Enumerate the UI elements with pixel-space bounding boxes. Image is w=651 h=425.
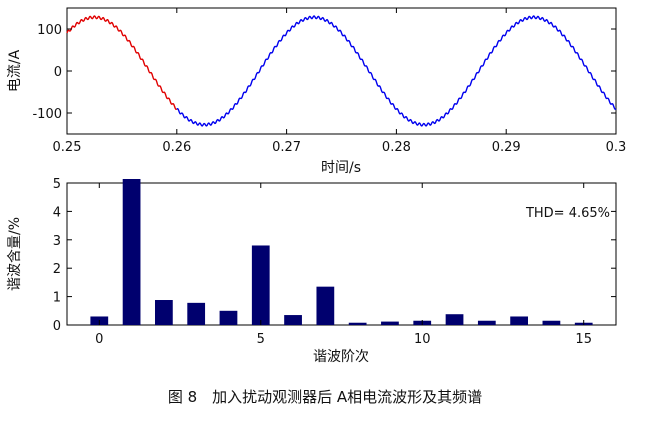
- harmonic-bar: [187, 302, 206, 325]
- harmonic-bar: [316, 286, 335, 325]
- spectrum-y-tick-label: 5: [53, 177, 61, 192]
- waveform-chart: 0.25 0.26 0.27 0.28 0.29 0.3 -100 0 100 时间/s 电流…: [7, 7, 627, 176]
- waveform-x-tick-label: 0.25: [53, 140, 82, 155]
- spectrum-x-tick-label: 0: [95, 332, 103, 347]
- harmonic-bar: [477, 320, 496, 325]
- harmonic-bar: [284, 315, 302, 325]
- harmonic-bar: [445, 314, 464, 325]
- waveform-y-ticks: -100 0 100: [32, 23, 616, 122]
- waveform-series-red: [66, 15, 178, 111]
- waveform-plot-frame: [66, 7, 617, 135]
- harmonic-bar: [219, 310, 238, 325]
- spectrum-y-tick-label: 4: [53, 205, 61, 220]
- waveform-y-axis-label: 电流/A: [7, 49, 23, 92]
- waveform-y-tick-label: 0: [54, 65, 62, 80]
- spectrum-y-tick-label: 1: [53, 291, 61, 306]
- spectrum-y-tick-label: 0: [53, 319, 61, 334]
- waveform-x-tick-label: 0.29: [492, 140, 521, 155]
- spectrum-x-ticks: 0 5 10 15: [95, 183, 592, 347]
- spectrum-bars: [90, 179, 593, 325]
- thd-annotation: THD= 4.65%: [525, 206, 610, 221]
- spectrum-y-tick-label: 3: [53, 234, 61, 249]
- spectrum-y-tick-label: 2: [53, 262, 61, 277]
- figure-caption: 图 8 加入扰动观测器后 A相电流波形及其频谱: [168, 388, 482, 406]
- waveform-lines: [66, 15, 617, 127]
- harmonic-bar: [251, 245, 270, 325]
- spectrum-x-axis-label: 谐波阶次: [313, 349, 369, 365]
- harmonic-bar: [510, 316, 528, 325]
- spectrum-x-tick-label: 15: [575, 332, 592, 347]
- waveform-x-tick-label: 0.3: [606, 140, 627, 155]
- waveform-series-blue: [176, 15, 617, 127]
- spectrum-plot-frame: [66, 182, 617, 326]
- waveform-x-ticks: 0.25 0.26 0.27 0.28 0.29 0.3: [53, 8, 627, 155]
- waveform-x-tick-label: 0.28: [382, 140, 411, 155]
- spectrum-y-axis-label: 谐波含量/%: [7, 217, 23, 291]
- waveform-y-tick-label: 100: [37, 23, 62, 38]
- spectrum-x-tick-label: 10: [414, 332, 431, 347]
- spectrum-y-ticks: 0 1 2 3 4 5: [53, 177, 616, 334]
- harmonic-bar: [381, 321, 399, 325]
- spectrum-x-tick-label: 5: [257, 332, 265, 347]
- waveform-x-tick-label: 0.27: [272, 140, 301, 155]
- harmonic-bar: [155, 300, 173, 325]
- harmonic-bar: [122, 179, 141, 325]
- waveform-x-axis-label: 时间/s: [321, 160, 361, 176]
- waveform-x-tick-label: 0.26: [162, 140, 191, 155]
- spectrum-chart: 0 5 10 15 0 1 2 3 4 5 THD= 4.65% 谐波阶次 谐波含量/%: [7, 177, 617, 365]
- harmonic-bar: [542, 320, 561, 325]
- waveform-y-tick-label: -100: [32, 107, 62, 122]
- harmonic-bar: [348, 322, 367, 325]
